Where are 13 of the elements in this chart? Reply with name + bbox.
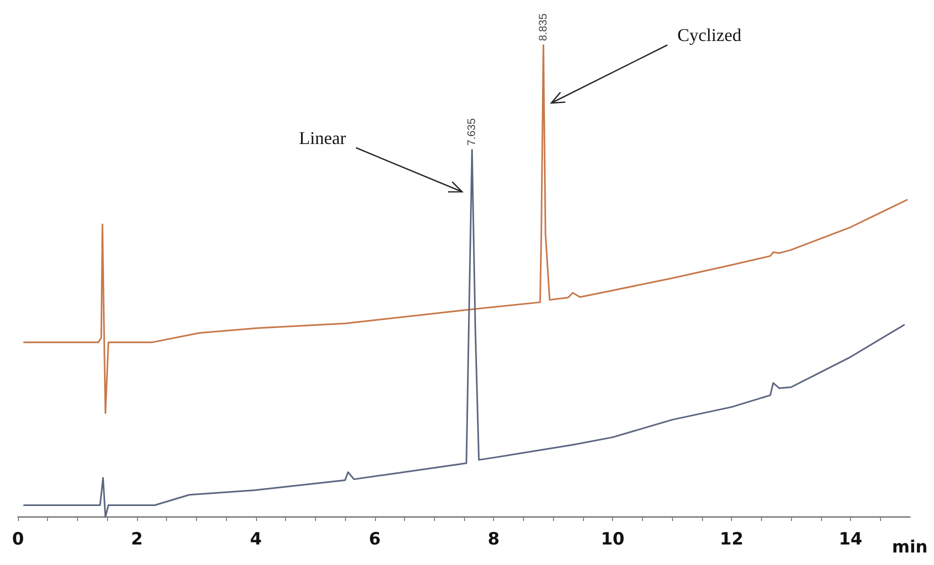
annotation: 8.835	[537, 13, 550, 41]
annotation: 7.635	[466, 118, 478, 146]
x-tick-label: 10	[600, 530, 625, 550]
x-tick-label: 4	[250, 530, 262, 550]
annotation: Cyclized	[677, 25, 742, 46]
x-tick-label: 8	[488, 530, 500, 550]
x-tick-label: 6	[368, 530, 381, 550]
annotation: Linear	[299, 128, 346, 148]
x-tick-label: 2	[131, 530, 143, 550]
x-axis-title: min	[892, 538, 928, 558]
x-tick-label: 14	[838, 530, 863, 550]
x-tick-label: 12	[720, 530, 744, 550]
x-tick-label: 0	[12, 530, 24, 550]
